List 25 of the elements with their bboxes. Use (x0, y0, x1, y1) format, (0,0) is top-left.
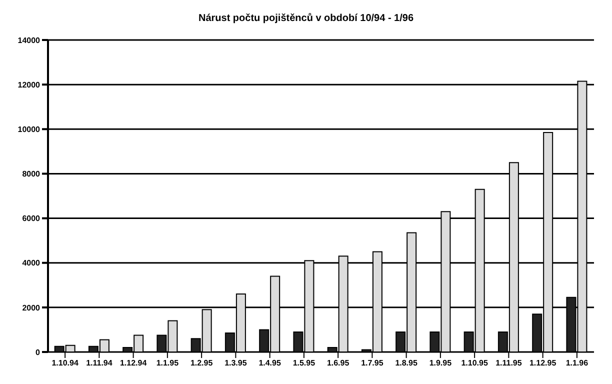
x-tick-label: 1.6.95 (326, 358, 350, 368)
y-tick-label: 6000 (22, 214, 41, 224)
x-tick-label: 1.4.95 (258, 358, 282, 368)
x-tick-label: 1.2.95 (190, 358, 214, 368)
x-tick-label: 1.10.95 (461, 358, 488, 368)
x-tick-label: 1.12.95 (529, 358, 557, 368)
x-tick-label: 1.8.95 (395, 358, 418, 368)
x-tick-label: 1.11.95 (496, 358, 522, 368)
y-tick-label: 14000 (18, 36, 41, 45)
y-tick-label: 12000 (18, 80, 41, 90)
x-tick-label: 1.11.94 (86, 358, 113, 368)
x-tick-label: 1.1.96 (566, 358, 589, 368)
y-tick-label: 8000 (22, 170, 41, 179)
x-tick-label: 1.3.95 (224, 358, 248, 368)
y-tick-label: 10000 (18, 124, 41, 134)
x-tick-label: 1.5.95 (292, 358, 316, 368)
x-tick-label: 1.9.95 (429, 358, 452, 368)
y-tick-label: 4000 (22, 258, 41, 268)
chart-title: Nárust počtu pojištěnců v období 10/94 - 1/96 (197, 12, 415, 26)
x-tick-label: 1.12.94 (120, 358, 148, 368)
y-tick-label: 0 (36, 348, 41, 357)
x-tick-label: 1.10.94 (52, 358, 79, 368)
y-tick-label: 2000 (22, 303, 41, 312)
x-tick-label: 1.7.95 (361, 358, 384, 368)
x-tick-label: 1.1.95 (156, 358, 180, 368)
